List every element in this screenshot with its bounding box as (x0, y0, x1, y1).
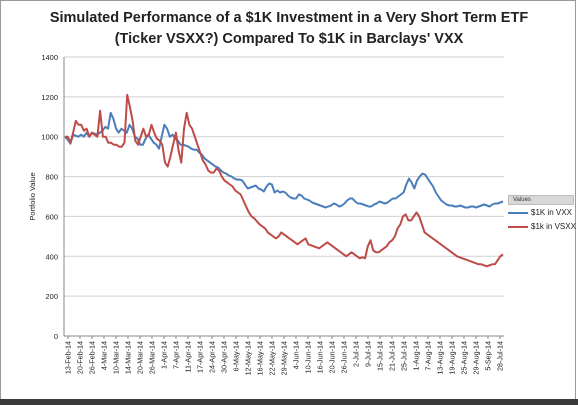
x-tick-label: 26-Feb-14 (88, 341, 97, 374)
x-tick-label: 12-May-14 (244, 341, 253, 375)
x-tick-label: 13-Feb-14 (64, 341, 73, 374)
x-tick-label: 7-Aug-14 (424, 341, 433, 371)
legend-swatch-vxx (508, 212, 528, 214)
x-tick-label: 30-Apr-14 (220, 341, 229, 373)
series-line-vsxx (65, 93, 504, 268)
series-line-vxx (64, 111, 504, 209)
x-tick-label: 25-Aug-14 (460, 341, 469, 375)
x-tick-label: 26-Mar-14 (148, 341, 157, 374)
x-tick-label: 29-May-14 (280, 341, 289, 375)
x-tick-label: 14-Mar-14 (124, 341, 133, 374)
x-tick-label: 4-Mar-14 (100, 341, 109, 370)
x-tick-label: 16-May-14 (256, 341, 265, 375)
legend-header: Values (508, 195, 574, 205)
x-tick-label: 20-Mar-14 (136, 341, 145, 374)
y-tick-label: 1000 (41, 133, 58, 142)
x-tick-label: 10-Mar-14 (112, 341, 121, 374)
x-tick-label: 9-Jul-14 (364, 341, 373, 367)
x-tick-label: 1-Apr-14 (160, 341, 169, 369)
x-tick-label: 7-Apr-14 (172, 341, 181, 369)
x-tick-label: 1-Aug-14 (412, 341, 421, 371)
chart-title: Simulated Performance of a $1K Investmen… (0, 8, 578, 50)
x-tick-label: 17-Apr-14 (196, 341, 205, 373)
legend-label-vsxx: $1k in VSXX (531, 222, 576, 231)
y-tick-label: 800 (45, 173, 58, 182)
x-tick-label: 20-Feb-14 (76, 341, 85, 374)
legend-label-vxx: $1K in VXX (531, 208, 572, 217)
y-tick-label: 400 (45, 252, 58, 261)
x-tick-label: 6-May-14 (232, 341, 241, 371)
x-tick-label: 25-Jul-14 (400, 341, 409, 371)
x-tick-label: 10-Jun-14 (304, 341, 313, 373)
x-tick-label: 15-Jul-14 (376, 341, 385, 371)
x-tick-label: 22-May-14 (268, 341, 277, 375)
y-tick-label: 200 (45, 292, 58, 301)
x-tick-label: 2-Jul-14 (352, 341, 361, 367)
y-axis-title: Portfolio Value (28, 172, 37, 220)
x-tick-label: 11-Apr-14 (184, 341, 193, 372)
x-tick-label: 13-Aug-14 (436, 341, 445, 375)
x-tick-label: 28-Jul-14 (496, 341, 505, 371)
legend-swatch-vsxx (508, 226, 528, 228)
frame-bottom-edge (0, 399, 578, 405)
y-tick-label: 1200 (41, 93, 58, 102)
x-tick-label: 21-Jul-14 (388, 341, 397, 371)
y-tick-label: 0 (54, 332, 58, 341)
x-tick-label: 24-Apr-14 (208, 341, 217, 373)
x-tick-label: 5-Sep-14 (484, 341, 493, 371)
y-tick-label: 1400 (41, 53, 58, 62)
chart-title-line-1: Simulated Performance of a $1K Investmen… (49, 10, 529, 26)
y-tick-label: 600 (45, 212, 58, 221)
x-tick-label: 19-Aug-14 (448, 341, 457, 375)
x-tick-label: 4-Jun-14 (292, 341, 301, 369)
legend: $1K in VXX $1k in VSXX (508, 203, 576, 235)
x-tick-label: 20-Jun-14 (328, 341, 337, 373)
x-tick-label: 16-Jun-14 (316, 341, 325, 373)
x-tick-label: 26-Jun-14 (340, 341, 349, 373)
x-tick-label: 29-Aug-14 (472, 341, 481, 375)
chart-title-line-2: (Ticker VSXX?) Compared To $1K in Barcla… (114, 31, 464, 47)
